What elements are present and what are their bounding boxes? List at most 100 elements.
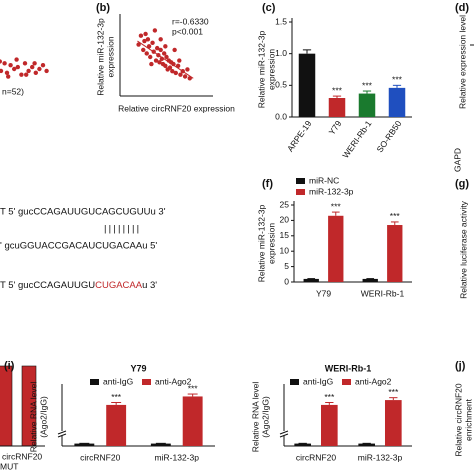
y-label: enrichment bbox=[463, 398, 473, 441]
point bbox=[150, 40, 155, 46]
panel-label: (g) bbox=[455, 178, 469, 190]
point bbox=[152, 28, 158, 33]
axis-break bbox=[279, 430, 289, 435]
point bbox=[26, 68, 31, 74]
legend-label: anti-IgG bbox=[103, 376, 133, 386]
point bbox=[19, 72, 24, 77]
y-label: Relative miR-132-3p bbox=[256, 204, 266, 282]
sequence: ' gcuGGUACCGACAUCUGACAAu 5' bbox=[0, 241, 157, 252]
sequence: T 5' gucCCAGAUUGUCUGACAAu 3' bbox=[0, 280, 157, 291]
bar bbox=[384, 400, 402, 446]
y-label: Relative circRNF20 bbox=[453, 383, 463, 456]
point bbox=[138, 33, 144, 38]
bar bbox=[358, 93, 376, 117]
y-tick-label: 1.5 bbox=[275, 16, 287, 26]
chart-title: WERI-Rb-1 bbox=[325, 363, 372, 373]
bar bbox=[106, 404, 127, 446]
legend-label: anti-Ago2 bbox=[355, 376, 392, 386]
y-label: Relative RNA level bbox=[28, 382, 38, 453]
y-label: (Ago2/IgG) bbox=[260, 396, 270, 438]
bar bbox=[358, 443, 376, 446]
y-tick-label: 0 bbox=[284, 276, 289, 286]
legend-label: miR-NC bbox=[309, 175, 339, 185]
sequence: T 5' gucCCAGAUUGUCAGCUGUUu 3' bbox=[0, 207, 166, 218]
legend-swatch bbox=[90, 379, 99, 385]
bar bbox=[388, 87, 406, 117]
point bbox=[142, 38, 147, 44]
point bbox=[22, 61, 28, 66]
significance: *** bbox=[188, 383, 199, 393]
point bbox=[155, 45, 160, 51]
point bbox=[157, 60, 162, 65]
point bbox=[33, 70, 38, 75]
x-tick-label: circRNF20 bbox=[296, 452, 336, 462]
legend-swatch bbox=[290, 379, 299, 385]
point bbox=[153, 58, 159, 63]
point bbox=[30, 64, 35, 70]
seq-part: u 3' bbox=[142, 280, 157, 291]
significance: *** bbox=[331, 201, 342, 211]
panel-label: (d) bbox=[455, 2, 469, 14]
legend-swatch bbox=[296, 178, 305, 184]
annotation: p<0.001 bbox=[172, 26, 203, 36]
x-tick-label: WERI-Rb-1 bbox=[340, 118, 373, 160]
significance: *** bbox=[111, 392, 122, 402]
point bbox=[0, 68, 4, 74]
point bbox=[182, 74, 188, 79]
y-tick-label: 0.0 bbox=[275, 111, 287, 121]
legend-swatch bbox=[142, 379, 151, 385]
point bbox=[171, 61, 176, 67]
point bbox=[170, 68, 175, 74]
point bbox=[6, 74, 11, 79]
seq-part: T 5' gucCCAGAUUGU bbox=[0, 280, 95, 291]
x-tick-label: ARPE-19 bbox=[285, 118, 314, 153]
x-tick-label: miR-132-3p bbox=[358, 452, 403, 462]
x-tick-label: miR-132-3p bbox=[155, 452, 200, 462]
panel-label: (i) bbox=[4, 360, 15, 372]
annotation: n=52) bbox=[2, 86, 24, 96]
bar bbox=[328, 215, 344, 282]
point bbox=[163, 63, 168, 69]
point bbox=[8, 63, 13, 68]
point bbox=[158, 47, 163, 53]
point bbox=[185, 67, 190, 72]
bar bbox=[328, 98, 346, 117]
legend-swatch bbox=[296, 189, 305, 195]
point bbox=[0, 59, 2, 64]
y-label: (Ago2/IgG) bbox=[38, 396, 48, 438]
legend-swatch bbox=[342, 379, 351, 385]
point bbox=[149, 61, 154, 67]
point bbox=[163, 44, 168, 49]
bar bbox=[303, 278, 319, 282]
point bbox=[145, 37, 151, 42]
bar bbox=[387, 225, 403, 282]
y-label: Relative miR-132-3p bbox=[256, 30, 266, 108]
point bbox=[15, 64, 20, 70]
pairing: |||||||| bbox=[104, 224, 141, 235]
point bbox=[172, 47, 177, 53]
y-label: Relative RNA level bbox=[250, 382, 260, 453]
legend-label: anti-IgG bbox=[303, 376, 333, 386]
x-tick-label: Y79 bbox=[327, 118, 344, 136]
point bbox=[37, 66, 42, 72]
y-tick-label: 20 bbox=[280, 215, 290, 225]
panel-label: (c) bbox=[262, 2, 276, 14]
bar bbox=[182, 396, 203, 446]
x-tick-label: Y79 bbox=[316, 288, 331, 298]
bar bbox=[362, 278, 378, 282]
bar bbox=[298, 53, 316, 117]
significance: *** bbox=[388, 387, 399, 397]
significance: *** bbox=[362, 80, 373, 90]
significance: *** bbox=[332, 85, 343, 95]
y-tick-label: 0.5 bbox=[275, 80, 287, 90]
axis-break bbox=[58, 431, 66, 436]
point bbox=[161, 51, 167, 56]
point bbox=[14, 57, 19, 62]
trendline bbox=[137, 40, 194, 79]
axis-break bbox=[57, 433, 67, 438]
point bbox=[32, 61, 37, 66]
point bbox=[173, 70, 178, 76]
significance: *** bbox=[390, 211, 401, 221]
category: GAPD bbox=[452, 148, 462, 172]
